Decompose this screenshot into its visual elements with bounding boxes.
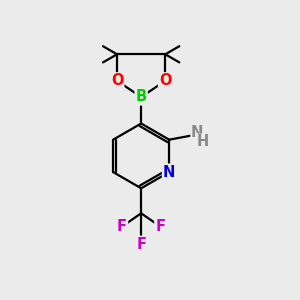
Text: B: B bbox=[136, 89, 147, 104]
Text: N: N bbox=[163, 165, 175, 180]
Text: F: F bbox=[155, 219, 165, 234]
Text: F: F bbox=[117, 219, 127, 234]
Text: F: F bbox=[136, 237, 146, 252]
Text: H: H bbox=[196, 134, 208, 149]
Text: O: O bbox=[159, 73, 172, 88]
Text: O: O bbox=[111, 73, 123, 88]
Text: N: N bbox=[191, 125, 203, 140]
